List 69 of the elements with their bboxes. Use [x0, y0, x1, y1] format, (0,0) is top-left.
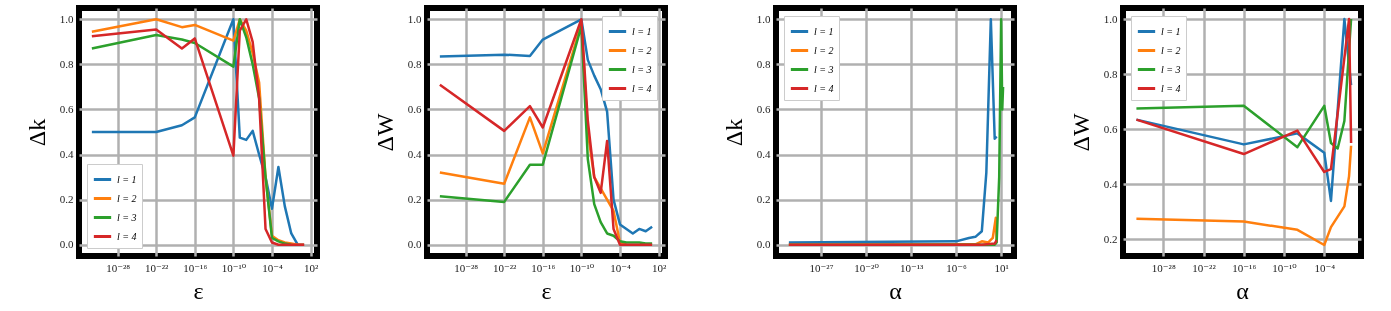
- y-tick-label: 0.8: [59, 57, 75, 70]
- y-axis-title: Δk: [23, 118, 50, 147]
- x-tick-label: 10⁻⁴: [1314, 261, 1336, 274]
- x-tick-label: 10⁻¹³: [899, 261, 924, 274]
- x-tick-label: 10⁻²²: [493, 261, 518, 274]
- legend-label: l = 1: [117, 173, 137, 185]
- y-tick-label: 0.8: [408, 57, 423, 70]
- y-tick-label: 0.2: [756, 193, 771, 206]
- x-tick-label: 10⁻²⁸: [106, 261, 131, 274]
- x-tick-label: 10⁻¹⁶: [1232, 261, 1257, 274]
- legend-label: l = 3: [632, 63, 652, 75]
- y-tick-label: 0.4: [408, 148, 423, 161]
- y-tick-label: 0.6: [756, 102, 771, 115]
- legend-label: l = 1: [1160, 25, 1181, 37]
- y-tick-label: 0.0: [408, 238, 423, 251]
- x-tick-label: 10⁻²²: [1192, 261, 1217, 274]
- x-axis-title: α: [1236, 277, 1250, 304]
- x-tick-label: 10⁻²⁸: [1151, 261, 1176, 274]
- x-tick-label: 10⁻¹⁶: [531, 261, 556, 274]
- legend-label: l = 4: [1160, 82, 1181, 94]
- legend-label: l = 4: [632, 82, 652, 94]
- x-tick-label: 10⁻²⁷: [809, 261, 834, 274]
- y-axis-title: ΔW: [372, 113, 399, 152]
- legend-label: l = 3: [813, 63, 834, 75]
- x-tick-label: 10⁻⁴: [610, 261, 632, 274]
- legend-label: l = 2: [1160, 44, 1181, 56]
- y-tick-label: 1.0: [1103, 12, 1118, 25]
- legend-label: l = 1: [813, 25, 834, 37]
- y-tick-label: 0.8: [1103, 67, 1118, 80]
- y-tick-label: 0.8: [756, 57, 771, 70]
- legend-label: l = 4: [117, 230, 137, 242]
- legend-label: l = 2: [117, 192, 137, 204]
- y-tick-label: 0.4: [756, 148, 771, 161]
- x-tick-label: 10⁻⁶: [945, 261, 967, 274]
- x-tick-label: 10⁻¹⁰: [221, 261, 247, 274]
- legend-label: l = 2: [632, 44, 652, 56]
- y-tick-label: 1.0: [59, 12, 75, 25]
- legend-label: l = 1: [632, 25, 652, 37]
- y-tick-label: 0.0: [59, 238, 75, 251]
- x-tick-label: 10⁻²⁰: [853, 261, 880, 274]
- y-axis-title: ΔW: [1067, 113, 1094, 152]
- y-tick-label: 0.4: [59, 148, 75, 161]
- x-tick-label: 10⁻¹⁶: [183, 261, 208, 274]
- y-tick-label: 0.2: [408, 193, 422, 206]
- x-tick-label: 10²: [652, 261, 668, 274]
- y-tick-label: 0.2: [59, 193, 74, 206]
- y-tick-label: 1.0: [408, 12, 423, 25]
- x-tick-label: 10⁻²²: [145, 261, 170, 274]
- legend-label: l = 3: [117, 211, 137, 223]
- legend-label: l = 4: [813, 82, 834, 94]
- y-tick-label: 0.0: [756, 238, 771, 251]
- y-tick-label: 0.6: [59, 102, 75, 115]
- y-axis-title: Δk: [720, 118, 747, 147]
- y-tick-label: 0.2: [1103, 232, 1118, 245]
- legend-label: l = 3: [1160, 63, 1181, 75]
- x-tick-label: 10⁻²⁸: [454, 261, 479, 274]
- x-tick-label: 10⁻⁴: [262, 261, 284, 274]
- x-tick-label: 10⁻¹⁰: [570, 261, 596, 274]
- x-axis-title: ε: [193, 277, 204, 304]
- legend-label: l = 2: [813, 44, 834, 56]
- x-axis-title: α: [888, 277, 902, 304]
- y-tick-label: 0.6: [408, 102, 423, 115]
- y-tick-label: 0.4: [1103, 177, 1118, 190]
- x-tick-label: 10²: [304, 261, 320, 274]
- x-tick-label: 10¹: [994, 261, 1009, 274]
- y-tick-label: 0.6: [1103, 122, 1118, 135]
- x-axis-title: ε: [541, 277, 552, 304]
- x-tick-label: 10⁻¹⁰: [1272, 261, 1298, 274]
- y-tick-label: 1.0: [756, 12, 771, 25]
